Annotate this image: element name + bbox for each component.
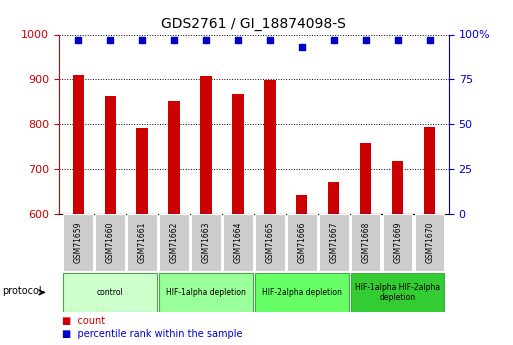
- Point: [330, 37, 338, 43]
- Point: [74, 37, 82, 43]
- Text: GSM71667: GSM71667: [329, 221, 339, 263]
- Bar: [287, 214, 317, 271]
- Bar: [351, 214, 381, 271]
- Bar: [297, 195, 307, 214]
- Bar: [319, 214, 348, 271]
- Title: GDS2761 / GI_18874098-S: GDS2761 / GI_18874098-S: [162, 17, 346, 31]
- Bar: [392, 161, 403, 214]
- Point: [266, 37, 274, 43]
- Text: HIF-1alpha depletion: HIF-1alpha depletion: [166, 288, 246, 297]
- Text: GSM71665: GSM71665: [265, 221, 274, 263]
- Text: GSM71666: GSM71666: [298, 221, 306, 263]
- Bar: [264, 80, 275, 214]
- Text: protocol: protocol: [3, 286, 42, 296]
- Bar: [360, 144, 371, 214]
- Text: GSM71662: GSM71662: [169, 222, 179, 263]
- Bar: [64, 273, 157, 312]
- Text: GSM71660: GSM71660: [106, 221, 114, 263]
- Point: [234, 37, 242, 43]
- Bar: [351, 273, 444, 312]
- Bar: [232, 94, 244, 214]
- Point: [426, 37, 434, 43]
- Text: GSM71670: GSM71670: [425, 221, 434, 263]
- Text: GSM71669: GSM71669: [393, 221, 402, 263]
- Point: [298, 44, 306, 50]
- Text: ■  percentile rank within the sample: ■ percentile rank within the sample: [62, 329, 242, 339]
- Bar: [201, 76, 211, 214]
- Text: ■  count: ■ count: [62, 316, 105, 326]
- Bar: [95, 214, 125, 271]
- Bar: [255, 273, 348, 312]
- Bar: [160, 214, 189, 271]
- Bar: [328, 181, 340, 214]
- Text: GSM71664: GSM71664: [233, 221, 243, 263]
- Bar: [191, 214, 221, 271]
- Bar: [168, 101, 180, 214]
- Text: HIF-2alpha depletion: HIF-2alpha depletion: [262, 288, 342, 297]
- Bar: [424, 127, 436, 214]
- Bar: [160, 273, 253, 312]
- Point: [362, 37, 370, 43]
- Bar: [72, 75, 84, 214]
- Bar: [127, 214, 157, 271]
- Point: [393, 37, 402, 43]
- Text: GSM71668: GSM71668: [361, 222, 370, 263]
- Point: [202, 37, 210, 43]
- Text: GSM71659: GSM71659: [74, 221, 83, 263]
- Point: [138, 37, 146, 43]
- Bar: [223, 214, 253, 271]
- Text: HIF-1alpha HIF-2alpha
depletion: HIF-1alpha HIF-2alpha depletion: [355, 283, 440, 302]
- Bar: [383, 214, 412, 271]
- Bar: [105, 96, 116, 214]
- Bar: [64, 214, 93, 271]
- Bar: [255, 214, 285, 271]
- Text: GSM71663: GSM71663: [202, 221, 210, 263]
- Bar: [136, 128, 148, 214]
- Text: GSM71661: GSM71661: [137, 222, 147, 263]
- Text: control: control: [97, 288, 124, 297]
- Point: [170, 37, 178, 43]
- Point: [106, 37, 114, 43]
- Bar: [415, 214, 444, 271]
